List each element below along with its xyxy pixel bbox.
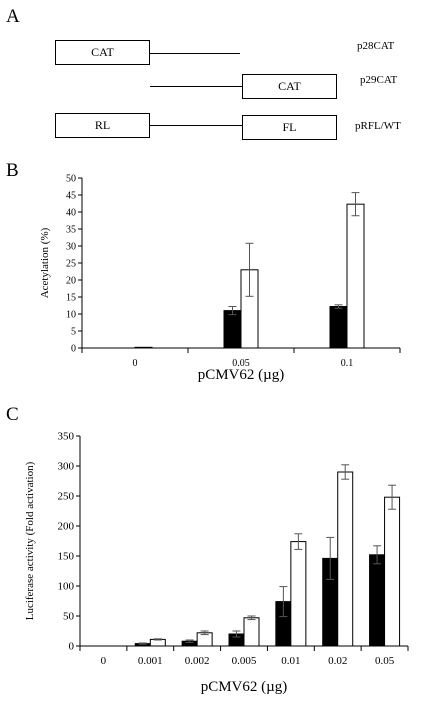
chart-b-x-tick-label: 0 xyxy=(133,358,138,369)
chart-c-bar xyxy=(384,496,401,647)
prfl-rl-box: RL xyxy=(55,113,150,138)
chart-b-y-tick-label: 20 xyxy=(66,275,76,286)
chart-c-x-tick-label: 0.005 xyxy=(232,655,257,667)
chart-c-x-tick-label: 0.02 xyxy=(328,655,347,667)
chart-b-y-tick-label: 10 xyxy=(66,309,76,320)
p28cat-cat-box: CAT xyxy=(55,40,150,65)
chart-b-y-tick-label: 0 xyxy=(71,343,76,354)
chart-b-y-tick-label: 50 xyxy=(66,173,76,184)
chart-c-bar xyxy=(369,554,386,647)
chart-b: 0 5 10 15 20 25 30 35 40 45 50 0 0.05 0.1 pCMV62 (µg) A… xyxy=(39,173,401,383)
chart-c-y-tick-label: 100 xyxy=(58,581,75,593)
chart-c-x-axis-label: pCMV62 (µg) xyxy=(201,679,288,695)
chart-b-bar xyxy=(329,306,348,349)
chart-c-x-tick-label: 0.001 xyxy=(138,655,163,667)
chart-b-y-tick-label: 15 xyxy=(66,292,76,303)
prfl-line xyxy=(150,125,242,126)
p29cat-cat-box: CAT xyxy=(242,74,337,99)
chart-c-bar xyxy=(337,471,354,647)
chart-c-y-tick-label: 350 xyxy=(58,431,75,443)
chart-b-x-axis-label: pCMV62 (µg) xyxy=(198,367,285,383)
chart-b-x-tick-label: 0.05 xyxy=(232,358,250,369)
chart-c-bar xyxy=(290,541,307,647)
chart-c-x-tick-label: 0 xyxy=(101,655,107,667)
chart-c-y-tick-label: 0 xyxy=(69,641,75,653)
p29cat-label: p29CAT xyxy=(360,74,398,86)
chart-b-y-tick-label: 40 xyxy=(66,207,76,218)
chart-c-bar xyxy=(243,617,260,647)
panel-b-letter: B xyxy=(6,160,19,181)
chart-c-y-tick-label: 150 xyxy=(58,551,75,563)
chart-b-x-tick-label: 0.1 xyxy=(341,358,354,369)
chart-c-x-tick-label: 0.05 xyxy=(375,655,395,667)
p28cat-label: p28CAT xyxy=(357,40,395,52)
chart-b-bar xyxy=(346,203,365,349)
chart-c-y-axis-label: Luciferase activity (Fold activation) xyxy=(24,461,36,620)
chart-c-x-tick-label: 0.01 xyxy=(281,655,300,667)
chart-c: 0 50 100 150 200 250 300 350 0 0.001 0.002 0.005 0.0… xyxy=(24,431,409,695)
chart-c-y-tick-label: 300 xyxy=(58,461,75,473)
chart-c-y-tick-label: 200 xyxy=(58,521,75,533)
chart-c-x-tick-label: 0.002 xyxy=(185,655,210,667)
chart-c-y-tick-label: 50 xyxy=(63,611,75,623)
prfl-label: pRFL/WT xyxy=(355,120,401,132)
chart-b-y-tick-label: 5 xyxy=(71,326,76,337)
panel-a-letter: A xyxy=(6,6,20,27)
chart-b-y-tick-label: 30 xyxy=(66,241,76,252)
panel-c-letter: C xyxy=(6,404,19,425)
chart-b-y-axis-label: Acetylation (%) xyxy=(39,227,51,298)
chart-b-bar xyxy=(134,346,153,349)
chart-c-y-tick-label: 250 xyxy=(58,491,75,503)
chart-b-y-tick-label: 25 xyxy=(66,258,76,269)
p28cat-line xyxy=(150,53,240,54)
chart-b-bar xyxy=(223,310,242,349)
p29cat-line xyxy=(150,86,242,87)
prfl-fl-box: FL xyxy=(242,115,337,140)
chart-b-y-tick-label: 45 xyxy=(66,190,76,201)
chart-b-y-tick-label: 35 xyxy=(66,224,76,235)
